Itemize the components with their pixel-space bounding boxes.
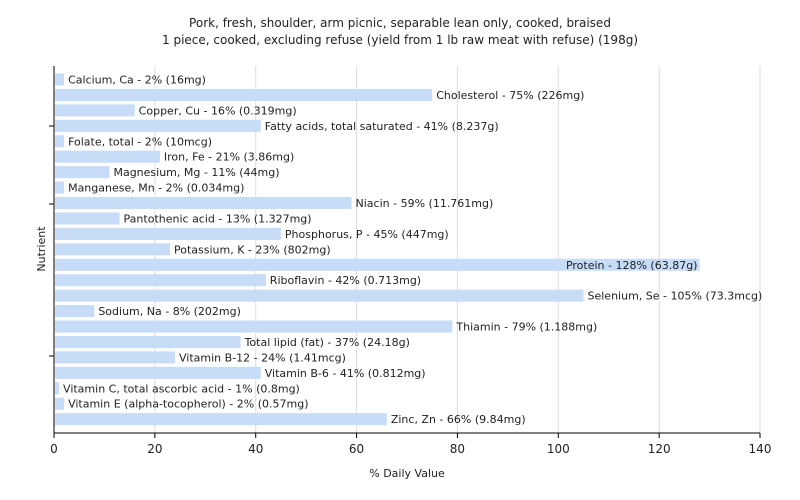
bar-label: Copper, Cu - 16% (0.319mg) (139, 104, 297, 117)
bar (55, 88, 433, 101)
bar-label: Vitamin B-12 - 24% (1.41mcg) (179, 351, 346, 364)
bar (55, 397, 65, 410)
bar-label: Thiamin - 79% (1.188mg) (455, 321, 597, 334)
bar (55, 274, 266, 287)
bar-label: Niacin - 59% (11.761mg) (356, 197, 494, 210)
bar (55, 135, 65, 148)
chart-subtitle: 1 piece, cooked, excluding refuse (yield… (162, 33, 638, 47)
bar (55, 382, 60, 395)
bar-label: Total lipid (fat) - 37% (24.18g) (244, 336, 410, 349)
bar (55, 150, 160, 163)
x-tick-label: 80 (450, 442, 465, 456)
bar (55, 227, 281, 240)
bar (55, 197, 352, 210)
bar-label: Magnesium, Mg - 11% (44mg) (113, 166, 279, 179)
bar (55, 351, 176, 364)
chart-title: Pork, fresh, shoulder, arm picnic, separ… (189, 16, 611, 30)
bar-label: Pantothenic acid - 13% (1.327mg) (124, 212, 312, 225)
bar-label: Riboflavin - 42% (0.713mg) (270, 274, 421, 287)
bar-label: Selenium, Se - 105% (73.3mcg) (588, 290, 763, 303)
bar-label: Cholesterol - 75% (226mg) (436, 89, 584, 102)
x-tick-label: 140 (749, 442, 772, 456)
bar (55, 73, 65, 86)
bar (55, 305, 95, 318)
bar (55, 212, 120, 225)
bar (55, 104, 135, 117)
y-axis-title: Nutrient (35, 226, 48, 272)
bar-label: Calcium, Ca - 2% (16mg) (68, 74, 206, 87)
x-axis-ticks: 0 20 40 60 80 100 120 140 (49, 125, 772, 456)
x-tick-label: 40 (248, 442, 263, 456)
bar-label: Sodium, Na - 8% (202mg) (98, 305, 241, 318)
bar-label: Manganese, Mn - 2% (0.034mg) (68, 182, 244, 195)
bar-label: Potassium, K - 23% (802mg) (174, 243, 331, 256)
x-tick-label: 120 (648, 442, 671, 456)
bar (55, 289, 584, 302)
x-tick-label: 60 (349, 442, 364, 456)
bar-label: Iron, Fe - 21% (3.86mg) (164, 151, 294, 164)
bar-label: Folate, total - 2% (10mcg) (68, 135, 212, 148)
axes (53, 66, 760, 434)
bar-label: Vitamin E (alpha-tocopherol) - 2% (0.57m… (68, 398, 308, 411)
bar-label: Phosphorus, P - 45% (447mg) (285, 228, 449, 241)
x-tick-label: 0 (50, 442, 58, 456)
bar-label: Fatty acids, total saturated - 41% (8.23… (265, 120, 499, 133)
bar (55, 335, 241, 348)
bar (55, 366, 261, 379)
bar-label: Vitamin B-6 - 41% (0.812mg) (265, 367, 426, 380)
bar (55, 413, 387, 426)
bar (55, 258, 700, 271)
x-tick-label: 100 (547, 442, 570, 456)
bar-label: Zinc, Zn - 66% (9.84mg) (391, 413, 526, 426)
bar (55, 320, 453, 333)
bar-label: Protein - 128% (63.87g) (566, 259, 698, 272)
bar (55, 181, 65, 194)
bar (55, 243, 170, 256)
bars: Calcium, Ca - 2% (16mg) Cholesterol - 75%… (55, 73, 763, 426)
bar (55, 166, 110, 179)
bar (55, 119, 261, 132)
x-tick-label: 20 (147, 442, 162, 456)
bar-label: Vitamin C, total ascorbic acid - 1% (0.8… (63, 382, 300, 395)
x-axis-title: % Daily Value (369, 467, 445, 480)
